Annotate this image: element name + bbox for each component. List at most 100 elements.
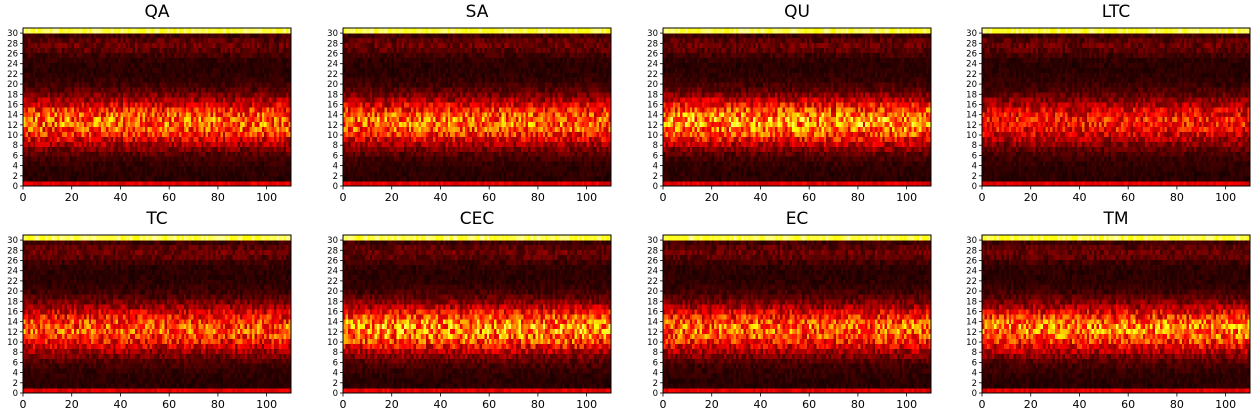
heatmap-cell [540, 146, 544, 152]
heatmap-cell [379, 176, 383, 182]
heatmap-cell [174, 121, 177, 128]
heatmap-cell [242, 72, 246, 78]
heatmap-cell [174, 92, 177, 98]
heatmap-cell [406, 131, 410, 137]
heatmap-cell [581, 136, 585, 142]
heatmap-cell [372, 121, 376, 128]
heatmap-cell [237, 82, 241, 88]
heatmap-cell [64, 42, 68, 49]
heatmap-cell [74, 28, 77, 34]
heatmap-cell [252, 57, 255, 63]
heatmap-cell [403, 126, 407, 133]
heatmap-cell [511, 131, 514, 137]
heatmap-cell [203, 28, 207, 34]
heatmap-cell [23, 47, 26, 54]
heatmap-cell [254, 111, 258, 118]
heatmap-cell [113, 116, 116, 123]
heatmap-cell [374, 176, 378, 182]
heatmap-cell [169, 141, 172, 147]
heatmap-cell [464, 176, 468, 182]
heatmap-cell [71, 171, 75, 177]
heatmap-cell [86, 151, 90, 157]
heatmap-cell [423, 166, 427, 172]
heatmap-cell [74, 181, 77, 187]
heatmap-cell [608, 166, 612, 172]
heatmap-cell [130, 52, 133, 58]
heatmap-cell [40, 42, 43, 49]
heatmap-cell [464, 161, 468, 167]
heatmap-cell [254, 141, 258, 147]
heatmap-cell [137, 72, 141, 78]
heatmap-cell [537, 131, 541, 137]
heatmap-cell [110, 102, 114, 108]
heatmap-cell [193, 161, 197, 167]
heatmap-cell [450, 171, 453, 177]
heatmap-cell [64, 121, 68, 128]
heatmap-cell [200, 57, 204, 63]
heatmap-cell [127, 126, 131, 133]
heatmap-cell [606, 166, 609, 172]
heatmap-cell [130, 126, 133, 133]
heatmap-cell [603, 146, 607, 152]
heatmap-cell [198, 28, 202, 34]
heatmap-cell [355, 121, 358, 128]
heatmap-cell [98, 171, 102, 177]
heatmap-cell [195, 111, 199, 118]
heatmap-cell [413, 171, 417, 177]
heatmap-cell [186, 82, 190, 88]
heatmap-cell [178, 32, 182, 39]
heatmap-cell [552, 141, 556, 147]
heatmap-cell [183, 67, 187, 73]
heatmap-cell [569, 121, 573, 128]
heatmap-cell [271, 28, 275, 34]
heatmap-cell [76, 111, 80, 118]
heatmap-cell [576, 141, 580, 147]
heatmap-cell [61, 111, 65, 118]
heatmap-cell [433, 146, 436, 152]
heatmap-cell [74, 92, 77, 98]
y-tick-label: 24 [7, 60, 18, 70]
heatmap-cell [210, 121, 214, 128]
heatmap-cell [137, 67, 141, 73]
heatmap-cell [254, 47, 258, 54]
heatmap-cell [562, 181, 566, 187]
heatmap-cell [37, 111, 41, 118]
heatmap-cell [281, 42, 285, 49]
heatmap-cell [462, 151, 466, 157]
heatmap-cell [195, 97, 199, 103]
heatmap-cell [288, 156, 292, 162]
heatmap-cell [423, 131, 427, 137]
heatmap-cell [118, 42, 121, 49]
heatmap-cell [98, 28, 102, 34]
heatmap-cell [159, 166, 163, 172]
heatmap-cell [76, 116, 80, 123]
heatmap-cell [105, 92, 109, 98]
heatmap-cell [191, 57, 194, 63]
heatmap-cell [227, 141, 231, 147]
heatmap-cell [144, 171, 148, 177]
heatmap-cell [188, 28, 192, 34]
heatmap-cell [113, 32, 116, 39]
heatmap-cell [178, 42, 182, 49]
heatmap-cell [572, 181, 575, 187]
heatmap-cell [35, 131, 38, 137]
heatmap-cell [42, 107, 46, 113]
heatmap-cell [203, 72, 207, 78]
heatmap-cell [377, 141, 380, 147]
heatmap-cell [195, 116, 199, 123]
heatmap-cell [83, 87, 87, 93]
heatmap-cell [76, 131, 80, 137]
heatmap-cell [278, 77, 282, 83]
heatmap-cell [35, 136, 38, 142]
heatmap-cell [447, 141, 451, 147]
heatmap-cell [166, 126, 170, 133]
heatmap-cell [523, 181, 527, 187]
heatmap-cell [374, 171, 378, 177]
heatmap-cell [42, 111, 46, 118]
heatmap-cell [74, 151, 77, 157]
heatmap-cell [259, 146, 263, 152]
heatmap-cell [232, 107, 236, 113]
heatmap-cell [278, 72, 282, 78]
heatmap-cell [603, 126, 607, 133]
heatmap-cell [425, 131, 429, 137]
